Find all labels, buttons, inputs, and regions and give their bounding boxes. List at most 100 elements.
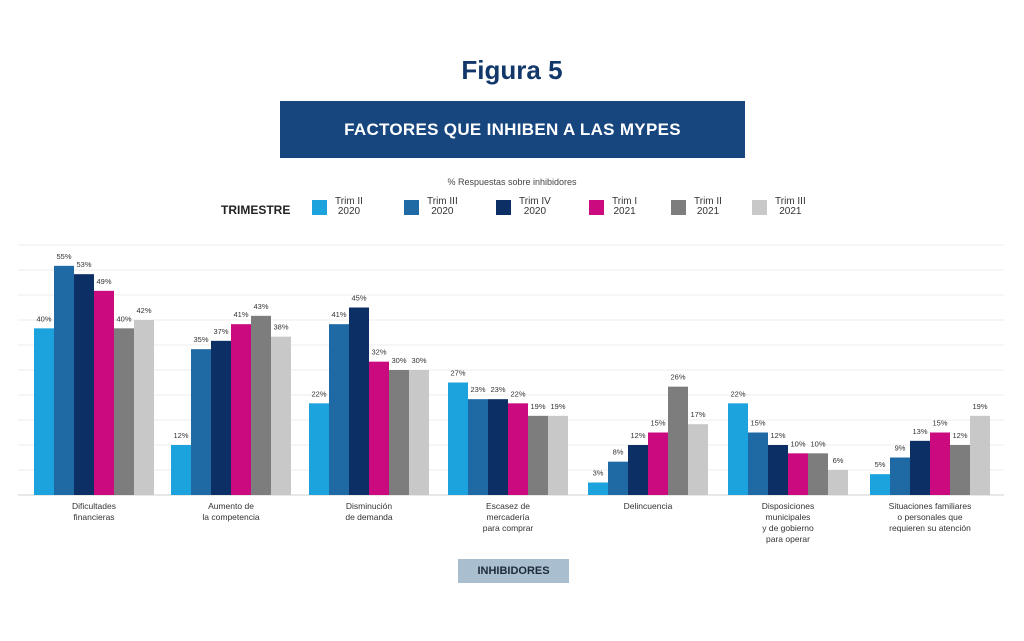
bar — [688, 424, 708, 495]
bar — [788, 453, 808, 495]
category-label: Situaciones familiares o personales que re… — [888, 501, 972, 533]
bar — [409, 370, 429, 495]
data-label: 23% — [490, 385, 505, 394]
bar — [74, 274, 94, 495]
legend-title: TRIMESTRE — [221, 203, 291, 217]
bar — [369, 361, 389, 495]
data-label: 9% — [895, 444, 906, 453]
bar — [628, 445, 648, 495]
data-label: 45% — [351, 294, 366, 303]
bar — [748, 432, 768, 495]
bar — [251, 315, 271, 495]
data-label: 15% — [932, 419, 947, 428]
chart-title: FACTORES QUE INHIBEN A LAS MYPES — [344, 119, 681, 139]
bar — [930, 432, 950, 495]
bar — [468, 399, 488, 495]
data-label: 12% — [770, 431, 785, 440]
category-label: Dificultades financieras — [72, 501, 116, 522]
legend-swatch — [404, 200, 419, 215]
x-axis-title-text: INHIBIDORES — [477, 565, 550, 577]
data-label: 43% — [253, 302, 268, 311]
bar — [231, 324, 251, 495]
chart-subtitle: % Respuestas sobre inhibidores — [447, 177, 577, 187]
bar — [508, 403, 528, 495]
bar — [608, 461, 628, 495]
bar — [950, 445, 970, 495]
data-label: 13% — [912, 427, 927, 436]
data-label: 23% — [470, 385, 485, 394]
data-label: 55% — [56, 252, 71, 261]
data-label: 15% — [650, 419, 665, 428]
bar — [171, 445, 191, 495]
data-label: 41% — [233, 310, 248, 319]
data-label: 38% — [273, 323, 288, 332]
category-label: Escasez de mercadería para comprar — [482, 501, 534, 533]
legend-item: Trim IV 2020 — [496, 197, 551, 217]
legend-item: Trim I 2021 — [589, 197, 637, 217]
bar — [728, 403, 748, 495]
bar — [828, 470, 848, 495]
bar — [808, 453, 828, 495]
data-label: 5% — [875, 460, 886, 469]
data-label: 19% — [530, 402, 545, 411]
data-label: 19% — [550, 402, 565, 411]
category-label: Delincuencia — [623, 501, 673, 511]
bar — [548, 415, 568, 495]
data-label: 22% — [730, 389, 745, 398]
bar — [34, 328, 54, 495]
data-label: 49% — [96, 277, 111, 286]
data-label: 32% — [371, 348, 386, 357]
bar — [870, 474, 890, 495]
data-label: 30% — [411, 356, 426, 365]
legend-item: Trim III 2021 — [752, 197, 806, 217]
data-label: 8% — [613, 448, 624, 457]
legend-swatch — [589, 200, 604, 215]
data-label: 15% — [750, 419, 765, 428]
legend-label: Trim I 2021 — [612, 196, 638, 217]
bar — [389, 370, 409, 495]
category-label: Aumento de la competencia — [202, 501, 260, 522]
data-label: 17% — [690, 410, 705, 419]
legend-swatch — [752, 200, 767, 215]
legend-swatch — [312, 200, 327, 215]
bar — [54, 265, 74, 495]
data-label: 19% — [972, 402, 987, 411]
legend-label: Trim IV 2020 — [519, 196, 551, 217]
bar — [488, 399, 508, 495]
data-label: 12% — [173, 431, 188, 440]
category-label: Disposiciones municipales y de gobierno par… — [761, 501, 815, 544]
chart-title-banner: FACTORES QUE INHIBEN A LAS MYPES — [280, 101, 745, 158]
legend-item: Trim II 2020 — [312, 197, 363, 217]
legend-item: Trim II 2021 — [671, 197, 722, 217]
data-label: 40% — [116, 314, 131, 323]
bar — [349, 307, 369, 495]
data-label: 10% — [810, 439, 825, 448]
data-label: 22% — [311, 389, 326, 398]
data-label: 27% — [450, 369, 465, 378]
bar — [329, 324, 349, 495]
bar — [114, 328, 134, 495]
bar — [588, 482, 608, 495]
data-label: 35% — [193, 335, 208, 344]
bar — [890, 457, 910, 495]
legend-label: Trim II 2021 — [694, 196, 722, 217]
bar — [970, 415, 990, 495]
data-label: 41% — [331, 310, 346, 319]
data-label: 12% — [952, 431, 967, 440]
data-label: 3% — [593, 469, 604, 478]
data-label: 42% — [136, 306, 151, 315]
bar — [191, 349, 211, 495]
bar — [528, 415, 548, 495]
data-label: 30% — [391, 356, 406, 365]
bar — [768, 445, 788, 495]
legend-label: Trim III 2020 — [427, 196, 458, 217]
data-label: 26% — [670, 373, 685, 382]
figure-title: Figura 5 — [461, 55, 563, 85]
legend-swatch — [496, 200, 511, 215]
legend-label: Trim III 2021 — [775, 196, 806, 217]
category-label: Disminución de demanda — [345, 501, 393, 522]
bar — [211, 340, 231, 495]
bar — [910, 440, 930, 495]
bar — [271, 336, 291, 495]
